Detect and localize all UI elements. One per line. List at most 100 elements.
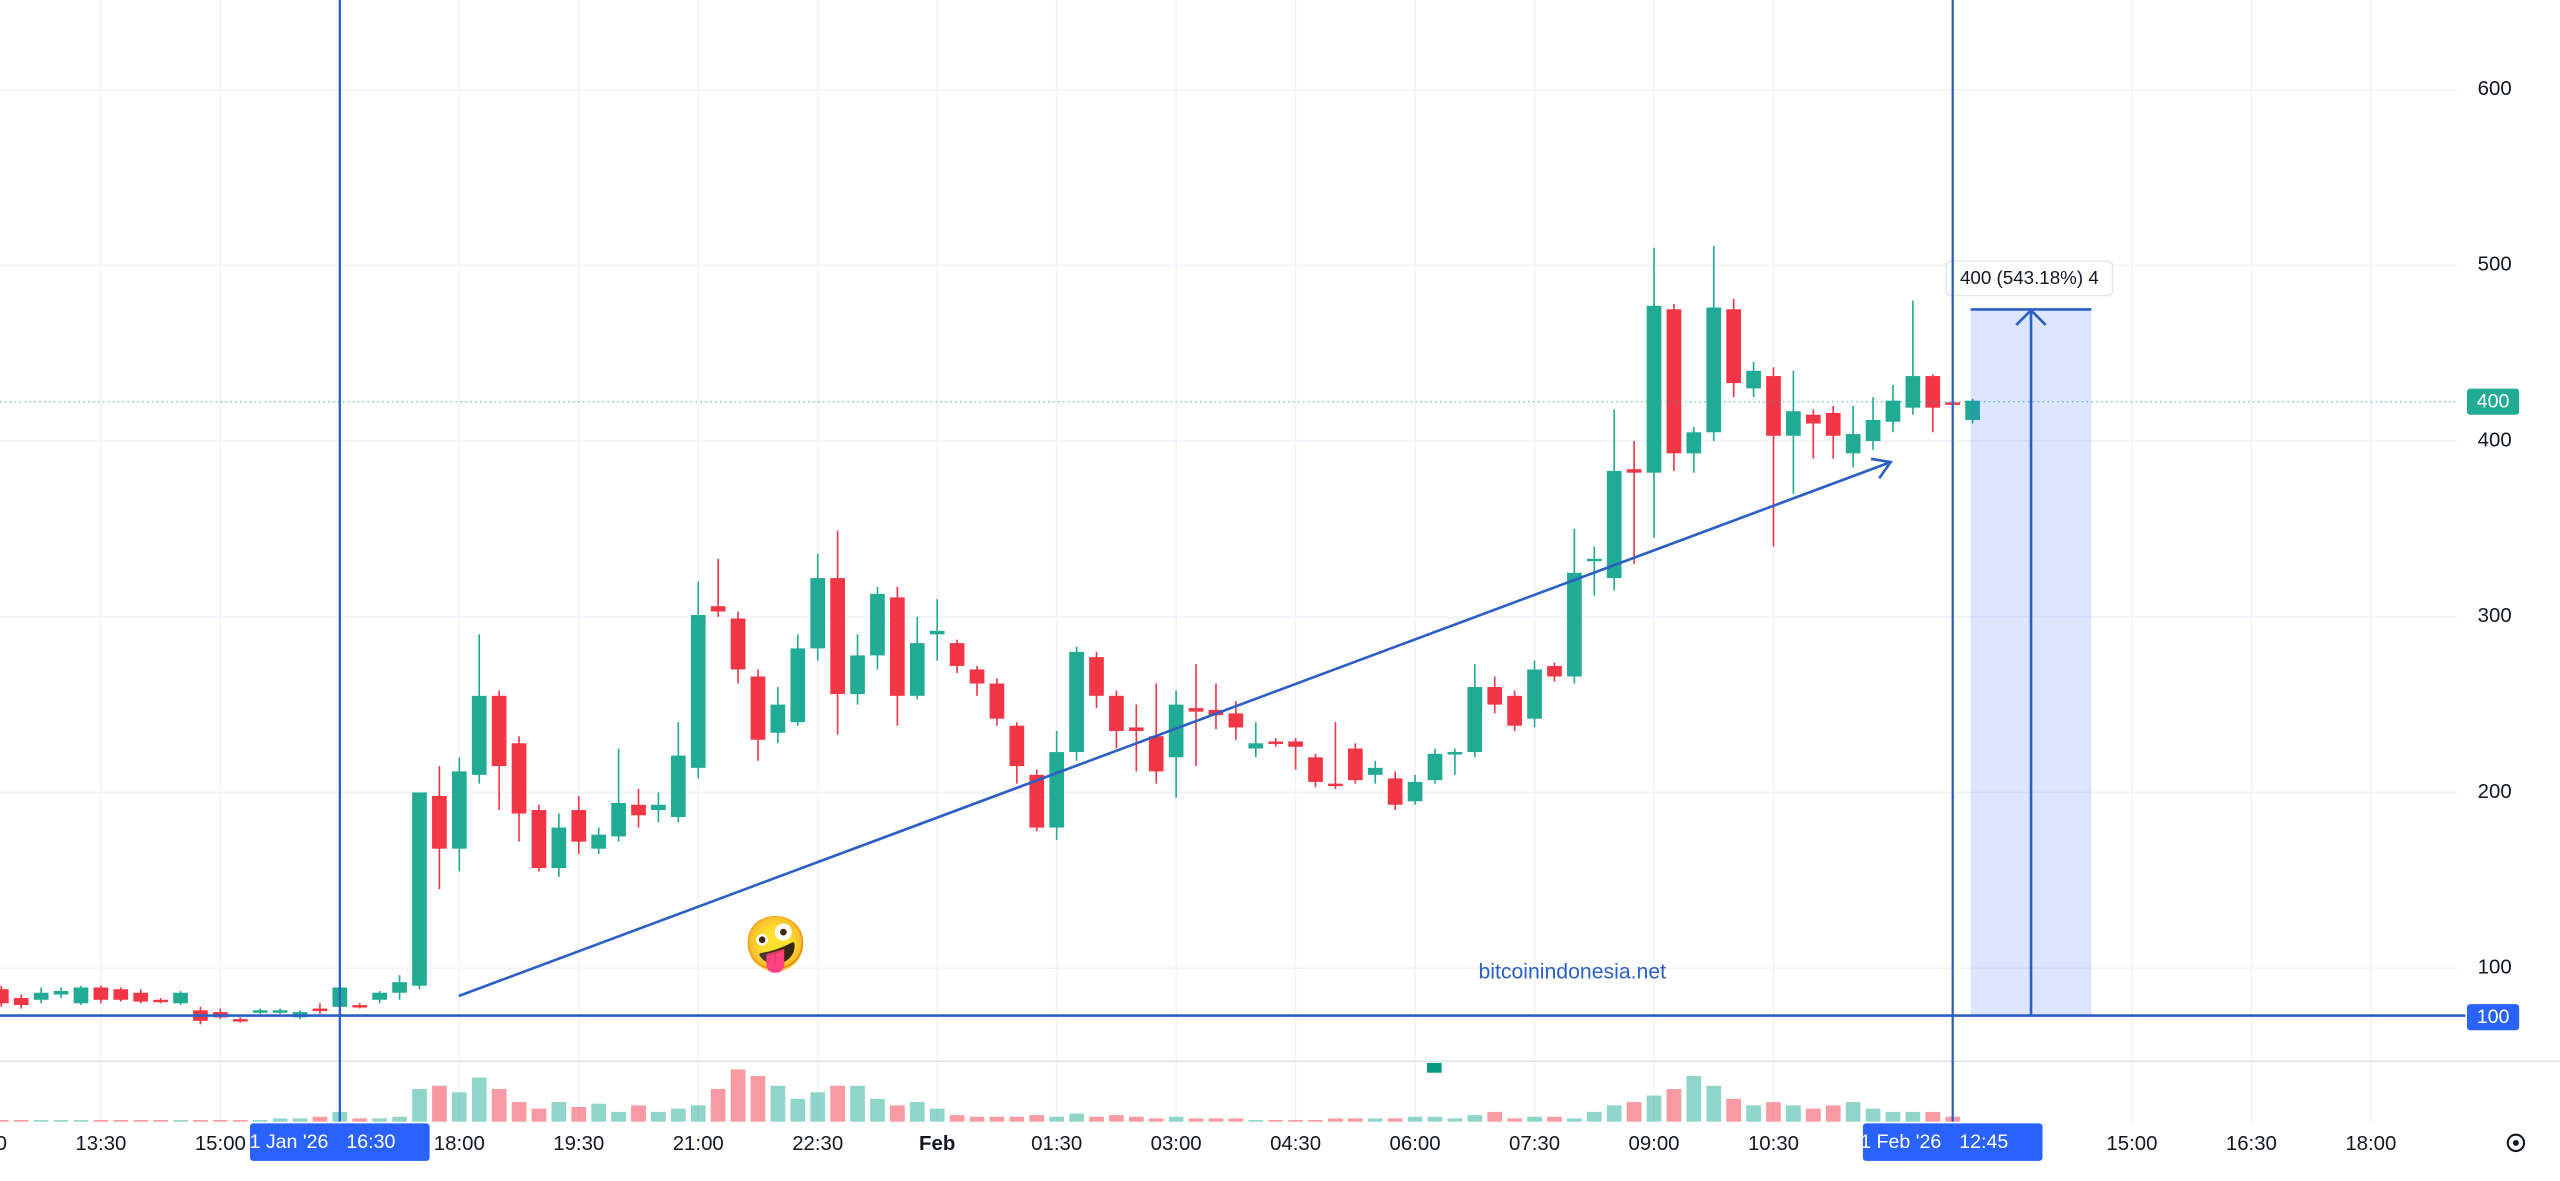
volume-bar <box>1467 1115 1483 1122</box>
volume-bar <box>1328 1118 1343 1122</box>
volume-bar <box>730 1069 746 1122</box>
volume-bar <box>272 1118 288 1122</box>
volume-bar <box>312 1116 328 1122</box>
candle-body <box>1586 558 1602 562</box>
candle-body <box>1746 370 1761 389</box>
volume-bar <box>551 1102 567 1122</box>
x-tick-label: 18:00 <box>2345 1133 2396 1155</box>
candle-body <box>710 606 726 612</box>
candle-body <box>53 990 69 995</box>
y-tick-label: 500 <box>2478 254 2512 276</box>
x-tick-label: 21:00 <box>673 1133 724 1155</box>
candle-body <box>1049 752 1065 828</box>
x-tick-label: 13:30 <box>75 1133 126 1155</box>
candle-body <box>1268 741 1284 744</box>
candle-body <box>651 804 666 811</box>
x-tick-label: 22:30 <box>792 1133 843 1155</box>
volume-bar <box>1347 1118 1363 1122</box>
volume-bar <box>1885 1111 1901 1122</box>
y-tick-label: 600 <box>2478 78 2512 100</box>
watermark: bitcoinindonesia.net <box>1478 961 1666 984</box>
measure-label-box <box>1945 260 2114 297</box>
x-tick-label: 15:00 <box>195 1133 246 1155</box>
volume-bar <box>690 1105 706 1122</box>
volume-bar <box>890 1105 905 1122</box>
marker-time: 12:45 <box>1959 1131 2008 1153</box>
candle-body <box>850 655 865 695</box>
volume-bar <box>790 1098 806 1122</box>
volume-bar <box>471 1077 487 1122</box>
candle-body <box>1487 687 1503 705</box>
volume-bar <box>1447 1118 1463 1122</box>
x-tick-label: 06:00 <box>1390 1133 1441 1155</box>
candle-body <box>1248 743 1264 749</box>
volume-bar <box>1049 1116 1065 1122</box>
candle-body <box>372 992 388 1000</box>
volume-bar <box>1487 1111 1503 1122</box>
candle-body <box>1786 411 1801 436</box>
candle-body <box>929 630 945 635</box>
candle-body <box>153 999 168 1003</box>
volume-bar <box>292 1118 308 1122</box>
x-tick-label: 09:00 <box>1629 1133 1680 1155</box>
candle-body <box>13 998 29 1006</box>
volume-bar <box>750 1075 766 1122</box>
volume-bar <box>670 1108 686 1122</box>
candle-body <box>1547 665 1562 677</box>
candle-body <box>1825 412 1841 436</box>
candle-body <box>511 743 527 814</box>
candle-body <box>1865 419 1881 442</box>
volume-bar <box>0 1120 9 1122</box>
settings-icon[interactable] <box>2506 1133 2526 1153</box>
event-marker <box>1426 1062 1442 1073</box>
volume-bar <box>1666 1089 1682 1122</box>
candle-body <box>113 989 129 1000</box>
volume-bar <box>113 1120 129 1122</box>
candle-body <box>1367 767 1383 775</box>
x-tick-label: 19:30 <box>553 1133 604 1155</box>
candle-body <box>750 676 766 740</box>
candle-body <box>870 593 885 656</box>
marker-tag <box>250 1123 430 1161</box>
candle-body <box>690 614 706 768</box>
volume-bar <box>1208 1118 1224 1122</box>
candle-body <box>611 802 626 837</box>
volume-bar <box>1069 1113 1084 1122</box>
volume-bar <box>252 1120 268 1122</box>
candle-body <box>670 755 686 818</box>
volume-bar <box>1726 1098 1742 1122</box>
candle-body <box>272 1010 288 1013</box>
volume-bar <box>153 1120 168 1122</box>
candle-body <box>133 992 149 1002</box>
gear-center <box>2512 1139 2519 1146</box>
volume-bar <box>1089 1116 1104 1122</box>
candle-body <box>1148 736 1164 772</box>
volume-bar <box>73 1120 89 1122</box>
candle-body <box>252 1010 268 1013</box>
candle-body <box>571 810 587 842</box>
candle-body <box>1009 725 1025 767</box>
y-tick-label: 200 <box>2478 781 2512 803</box>
volume-bar <box>1248 1120 1264 1122</box>
volume-bar <box>1367 1118 1383 1122</box>
candle-body <box>73 987 89 1004</box>
candle-body <box>989 683 1005 719</box>
candle-body <box>1606 470 1622 579</box>
candle-body <box>1467 687 1483 753</box>
volume-bar <box>432 1085 447 1122</box>
emoji: 🤪 <box>743 915 808 975</box>
measure-tool[interactable]: 400 (543.18%) 4 <box>1945 260 2114 1016</box>
candle-body <box>1885 400 1901 422</box>
candle-body <box>1228 713 1244 728</box>
volume-bar <box>830 1085 845 1122</box>
candle-body <box>969 669 985 684</box>
volume-bar <box>929 1108 945 1122</box>
candle-body <box>730 618 746 670</box>
volume-bar <box>1288 1120 1303 1122</box>
candle-body <box>770 704 786 733</box>
x-tick-label: 03:00 <box>1151 1133 1202 1155</box>
marker-date: 31 Jan '26 <box>239 1131 329 1153</box>
arrow-head <box>1870 457 1893 480</box>
x-tick-label: 18:00 <box>434 1133 485 1155</box>
price-tag: 100 <box>2477 1006 2510 1028</box>
